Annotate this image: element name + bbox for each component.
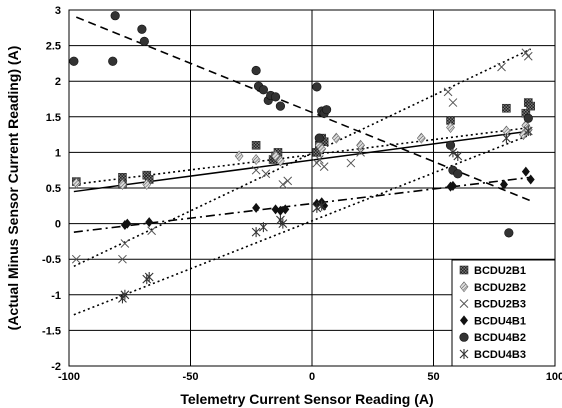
- data-point-bcdu4b3: [502, 133, 510, 143]
- data-point-bcdu4b2: [140, 37, 149, 46]
- y-tick-label: 0.5: [46, 183, 61, 195]
- data-point-bcdu2b3: [279, 180, 287, 188]
- data-point-bcdu4b2: [313, 83, 322, 92]
- data-point-bcdu2b3: [347, 159, 355, 167]
- legend-label: BCDU4B1: [474, 315, 526, 327]
- legend: BCDU2B1 BCDU2B2 BCDU2B3 BCDU4B1 BCDU4B2 BCDU4…: [452, 260, 555, 366]
- x-tick-label: 100: [546, 371, 562, 383]
- data-point-bcdu4b2: [505, 229, 514, 238]
- legend-marker-bcdu2b1: [460, 266, 468, 274]
- data-point-bcdu2b1: [252, 141, 260, 149]
- data-point-bcdu4b2: [524, 114, 533, 123]
- data-point-bcdu2b1: [527, 102, 535, 110]
- data-point-bcdu4b1: [527, 174, 535, 184]
- series-bcdu4b1: [121, 167, 535, 230]
- data-point-bcdu2b3: [444, 88, 452, 96]
- data-point-bcdu4b1: [522, 167, 530, 177]
- series-bcdu2b2: [72, 120, 532, 189]
- data-point-bcdu2b3: [449, 99, 457, 107]
- y-tick-label: 2.5: [46, 41, 61, 53]
- y-tick-label: -1: [51, 290, 61, 302]
- data-point-bcdu4b3: [259, 222, 267, 232]
- data-point-bcdu4b2: [259, 85, 268, 94]
- y-tick-label: 3: [55, 5, 61, 17]
- x-tick-label: 50: [427, 371, 439, 383]
- y-tick-label: 1: [55, 147, 61, 159]
- data-point-bcdu4b2: [108, 57, 117, 66]
- data-point-bcdu2b2: [332, 133, 340, 143]
- data-point-bcdu2b2: [252, 155, 260, 165]
- legend-marker-bcdu4b2: [460, 333, 469, 342]
- y-tick-label: 1.5: [46, 112, 61, 124]
- data-point-bcdu4b2: [252, 66, 261, 75]
- y-axis-ticks: -2-1.5-1-0.500.511.522.53: [42, 5, 61, 373]
- data-point-bcdu4b2: [70, 57, 79, 66]
- data-point-bcdu2b2: [417, 133, 425, 143]
- data-point-bcdu2b1: [502, 104, 510, 112]
- data-point-bcdu2b3: [524, 52, 532, 60]
- y-axis-label: (Actual Minus Sensor Current Reading) (A…: [5, 46, 21, 331]
- legend-label: BCDU4B3: [474, 349, 526, 361]
- legend-label: BCDU2B2: [474, 282, 526, 294]
- data-point-bcdu2b3: [498, 63, 506, 71]
- y-tick-label: 2: [55, 76, 61, 88]
- x-axis-ticks: -100 -50 0 50 100: [58, 371, 562, 383]
- legend-label: BCDU2B3: [474, 299, 526, 311]
- y-tick-label: -0.5: [42, 254, 61, 266]
- data-point-bcdu2b3: [148, 227, 156, 235]
- y-tick-label: 0: [55, 219, 61, 231]
- data-point-bcdu4b1: [145, 217, 153, 227]
- data-point-bcdu4b2: [454, 169, 463, 178]
- y-tick-label: -1.5: [42, 325, 61, 337]
- data-point-bcdu2b3: [121, 240, 129, 248]
- data-point-bcdu2b3: [284, 177, 292, 185]
- x-tick-label: -100: [58, 371, 80, 383]
- trend-line-bcdu2b2: [74, 127, 531, 184]
- data-point-bcdu2b3: [320, 163, 328, 171]
- legend-label: BCDU4B2: [474, 332, 526, 344]
- data-point-bcdu4b2: [446, 141, 455, 150]
- x-axis-label: Telemetry Current Sensor Reading (A): [180, 391, 433, 407]
- x-tick-label: -50: [183, 371, 199, 383]
- data-point-bcdu4b2: [322, 105, 331, 114]
- data-point-bcdu4b3: [454, 151, 462, 161]
- legend-label: BCDU2B1: [474, 265, 526, 277]
- data-point-bcdu4b2: [276, 102, 285, 111]
- data-point-bcdu4b2: [271, 93, 280, 102]
- trend-line-bcdu2b1: [74, 131, 531, 192]
- data-point-bcdu4b1: [252, 203, 260, 213]
- trend-line-bcdu2b3: [74, 49, 531, 266]
- data-point-bcdu4b2: [315, 134, 324, 143]
- data-point-bcdu4b2: [138, 25, 147, 34]
- data-point-bcdu4b2: [111, 11, 120, 20]
- x-tick-label: 0: [309, 371, 315, 383]
- data-point-bcdu4b3: [252, 227, 260, 237]
